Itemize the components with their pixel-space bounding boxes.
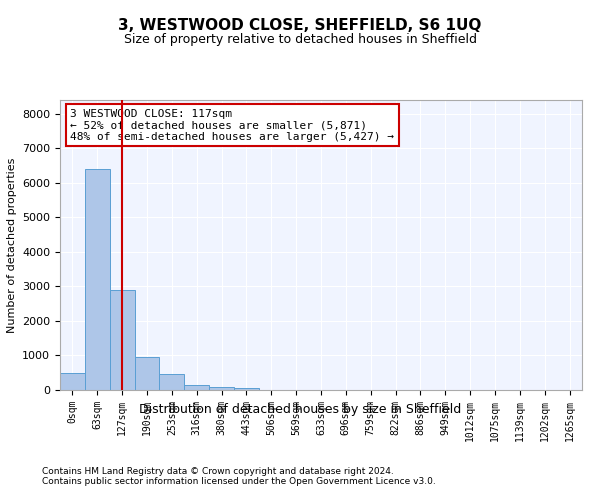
Y-axis label: Number of detached properties: Number of detached properties (7, 158, 17, 332)
Bar (60, 372, 85, 390)
Bar (160, 374, 184, 390)
Text: 3 WESTWOOD CLOSE: 117sqm
← 52% of detached houses are smaller (5,871)
48% of sem: 3 WESTWOOD CLOSE: 117sqm ← 52% of detach… (70, 108, 394, 142)
Bar (184, 385, 209, 390)
Text: Contains public sector information licensed under the Open Government Licence v3: Contains public sector information licen… (42, 478, 436, 486)
Text: Size of property relative to detached houses in Sheffield: Size of property relative to detached ho… (124, 32, 476, 46)
Bar (110, 290, 134, 390)
Bar (134, 357, 160, 390)
Bar (209, 386, 234, 390)
Text: Contains HM Land Registry data © Crown copyright and database right 2024.: Contains HM Land Registry data © Crown c… (42, 468, 394, 476)
Text: Distribution of detached houses by size in Sheffield: Distribution of detached houses by size … (139, 402, 461, 415)
Text: 3, WESTWOOD CLOSE, SHEFFIELD, S6 1UQ: 3, WESTWOOD CLOSE, SHEFFIELD, S6 1UQ (118, 18, 482, 32)
Bar (85, 169, 110, 390)
Bar (234, 388, 259, 390)
